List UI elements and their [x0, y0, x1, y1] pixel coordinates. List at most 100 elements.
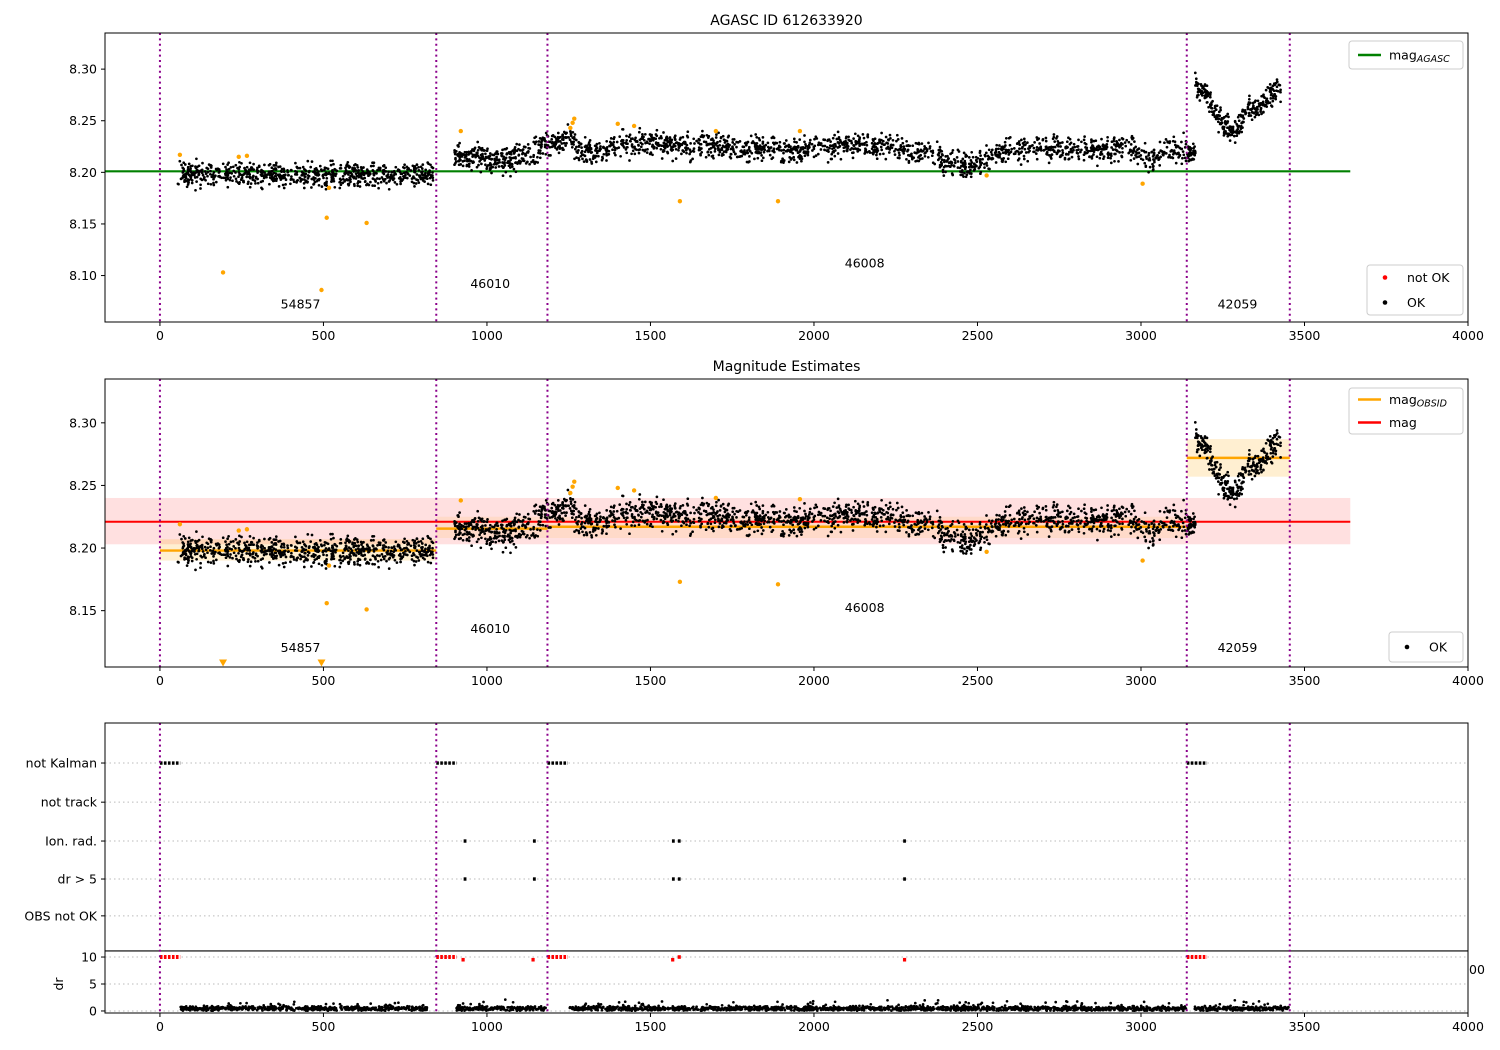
- x-tick-label: 500: [312, 1019, 336, 1034]
- flag-row-label: OBS not OK: [24, 908, 97, 923]
- outlier-point: [572, 479, 577, 484]
- outlier-point: [631, 488, 637, 493]
- plot-border: [104, 722, 1469, 1014]
- flag-dot: [463, 877, 467, 881]
- x-tick-label: 2500: [962, 328, 994, 343]
- ok-scatter-points: [1193, 71, 1282, 144]
- legend-label-text: OK: [1407, 295, 1426, 310]
- magnitude-estimates-plot: 0 500 1000 1500 2000 2500 3000 3500 4000 8.15 8.20…: [69, 359, 1484, 688]
- x-tick-label: 500: [312, 328, 336, 343]
- legend-label: mag: [1389, 415, 1417, 430]
- outlier-point: [797, 128, 803, 134]
- plot-area: [105, 33, 1351, 322]
- agasc-mag-plot: 0 500 1000 1500 2000 2500 3000 3500 4000 8.10 8.15…: [69, 13, 1484, 343]
- x-tick-label: 2500: [962, 673, 994, 688]
- dr-red-dot: [461, 957, 465, 962]
- flag-dot: [903, 839, 906, 843]
- legend-label-subscript: AGASC: [1416, 54, 1450, 65]
- outlier-point: [177, 522, 183, 527]
- outlier-point: [568, 490, 573, 496]
- x-tick-label: 3500: [1289, 673, 1321, 688]
- outlier-point: [984, 173, 989, 178]
- y-tick-label: 8.25: [69, 478, 97, 493]
- flag-row-label: dr > 5: [58, 872, 97, 887]
- dr-red-dot: [902, 957, 907, 962]
- x-tick-label: 1500: [635, 1019, 667, 1034]
- x-tick-label: 0: [156, 1019, 164, 1034]
- outlier-point: [775, 199, 781, 204]
- y-tick-label: 8.30: [69, 62, 97, 77]
- legend-label: not OK: [1407, 270, 1450, 285]
- x-tick-label: 0: [156, 328, 164, 343]
- flag-dot: [463, 839, 467, 843]
- legend-label-text: mag: [1389, 48, 1417, 63]
- legend-label-subscript: OBSID: [1417, 399, 1447, 410]
- x-tick-label: 2500: [962, 1019, 994, 1034]
- legend-label: OK: [1429, 640, 1448, 655]
- flag-dot: [903, 877, 906, 881]
- outlier-point: [319, 287, 324, 293]
- flag-dot: [677, 877, 681, 881]
- legend-label: magAGASC: [1389, 48, 1450, 66]
- ok-scatter-points: [546, 488, 1188, 555]
- legend-label-text: not OK: [1407, 270, 1450, 285]
- outlier-point: [326, 563, 332, 568]
- outlier-point: [1140, 558, 1145, 563]
- clipped-low-triangle: [219, 659, 228, 667]
- y-tick-label: 8.30: [69, 415, 97, 430]
- x-tick-label: 1000: [471, 1019, 503, 1034]
- dr-red-dot: [677, 955, 681, 959]
- flag-dot: [532, 877, 536, 881]
- legend-label-text: mag: [1389, 392, 1417, 407]
- y-tick-label: 8.25: [69, 113, 97, 128]
- plot-border: [104, 378, 1469, 668]
- x-tick-label: 3500: [1289, 328, 1321, 343]
- outlier-point: [631, 123, 637, 129]
- dr-red-dot: [671, 957, 675, 962]
- x-tick-label: 1500: [635, 328, 667, 343]
- outlier-point: [458, 498, 463, 503]
- y-tick-label: 8.10: [69, 268, 97, 283]
- dr-tick-label: 5: [89, 977, 97, 992]
- dr-trace-points: [179, 998, 1290, 1013]
- flag-row-label: not Kalman: [26, 756, 97, 771]
- y-tick-label: 8.20: [69, 165, 97, 180]
- dr-tick-label: 0: [89, 1003, 97, 1018]
- ok-scatter-points: [453, 499, 549, 555]
- outlier-point: [984, 549, 989, 554]
- obsid-annotation: 42059: [1218, 297, 1258, 312]
- flag-row-label: Ion. rad.: [45, 834, 97, 849]
- legend-label: OK: [1407, 295, 1426, 310]
- outlier-point: [797, 497, 803, 502]
- legend-label: magOBSID: [1389, 392, 1447, 410]
- legend-dot-marker: [1382, 300, 1388, 305]
- legend-box: [1348, 40, 1464, 70]
- ok-scatter-points: [546, 123, 1188, 179]
- ok-scatter-points: [1186, 142, 1197, 163]
- outlier-point: [677, 579, 683, 585]
- obsid-annotation: 46008: [845, 600, 885, 615]
- ok-scatter-points: [176, 157, 435, 192]
- y-tick-label: 8.15: [69, 216, 97, 231]
- outlier-point: [458, 128, 463, 134]
- legend-label-text: mag: [1389, 415, 1417, 430]
- obsid-annotation: 46010: [470, 621, 510, 636]
- chart-title: AGASC ID 612633920: [710, 13, 862, 29]
- outlier-point: [244, 527, 250, 532]
- x-tick-label: 3000: [1125, 328, 1157, 343]
- outlier-point: [364, 220, 369, 226]
- obsid-annotation: 46010: [470, 276, 510, 291]
- outlier-point: [570, 120, 575, 125]
- outlier-point: [677, 199, 683, 204]
- plot-area: [105, 379, 1351, 667]
- outlier-point: [572, 116, 577, 121]
- obsid-annotation: 46008: [845, 255, 885, 270]
- x-tick-label: 1000: [471, 673, 503, 688]
- x-tick-label: 3000: [1125, 673, 1157, 688]
- x-tick-label: 3500: [1289, 1019, 1321, 1034]
- x-tick-label: 4000: [1452, 1019, 1484, 1034]
- x-tick-label: 0: [156, 673, 164, 688]
- clipped-right-label: 00: [1469, 962, 1485, 977]
